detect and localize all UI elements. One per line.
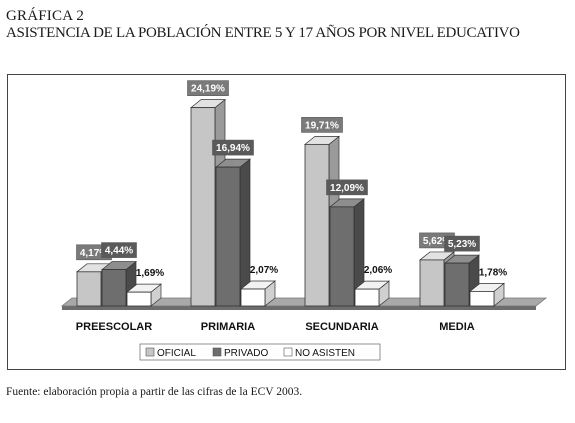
legend-label-no-asisten: NO ASISTEN	[295, 348, 355, 359]
bar-no-asisten-media: 1,78%	[469, 267, 507, 307]
data-label-box	[101, 242, 137, 258]
data-label: 16,94%	[216, 143, 250, 154]
data-label: 5,23%	[448, 239, 476, 250]
bar-no-asisten-secundaria: 2,06%	[354, 265, 392, 307]
bar-front	[444, 262, 470, 307]
legend-swatch-oficial	[145, 347, 155, 357]
category-label-primaria: PRIMARIA	[201, 321, 255, 333]
data-label: 24,19%	[191, 84, 225, 95]
data-label: 5,62%	[423, 236, 451, 247]
legend: OFICIAL PRIVADO NO ASISTEN	[139, 343, 381, 361]
legend-label-oficial: OFICIAL	[157, 348, 196, 359]
bar-front	[101, 269, 127, 307]
figure-label: GRÁFICA 2	[6, 8, 85, 24]
chart-floor-edge	[62, 306, 536, 310]
data-label-box	[301, 117, 343, 133]
data-label-box	[326, 179, 368, 196]
legend-swatch-no-asisten	[283, 347, 293, 357]
bar-no-asisten-primaria: 2,07%	[240, 265, 278, 307]
bar-privado-secundaria: 12,09%	[326, 179, 368, 307]
bar-front	[469, 291, 495, 307]
data-label-box	[444, 235, 480, 252]
data-label: 1,69%	[136, 268, 164, 279]
data-label: 12,09%	[330, 183, 364, 194]
bar-front	[419, 259, 445, 307]
bar-front	[240, 288, 266, 307]
bar-no-asisten-preescolar: 1,69%	[126, 268, 164, 307]
bar-front	[304, 143, 330, 307]
source-note: Fuente: elaboración propia a partir de l…	[6, 386, 303, 398]
data-label: 19,71%	[305, 120, 339, 131]
category-label-preescolar: PREESCOLAR	[76, 321, 152, 333]
bar-front	[126, 291, 152, 307]
chart-heading: GRÁFICA 2 ASISTENCIA DE LA POBLACIÓN ENT…	[6, 8, 520, 42]
figure-title: ASISTENCIA DE LA POBLACIÓN ENTRE 5 Y 17 …	[6, 25, 520, 41]
category-label-secundaria: SECUNDARIA	[305, 321, 378, 333]
bar-privado-primaria: 16,94%	[212, 139, 254, 307]
bar-front	[354, 288, 380, 307]
bar-front	[76, 271, 102, 307]
legend-label-privado: PRIVADO	[224, 348, 268, 359]
bar-front	[215, 166, 241, 307]
data-label: 2,06%	[364, 265, 392, 276]
legend-box	[139, 343, 381, 361]
legend-swatch-privado	[212, 347, 222, 357]
data-label: 4,17%	[80, 248, 108, 259]
chart-frame	[7, 74, 566, 370]
bar-front	[329, 206, 355, 307]
data-label-box	[187, 80, 229, 96]
data-label-box	[212, 139, 254, 156]
bar-front	[190, 107, 216, 307]
data-label: 4,44%	[105, 246, 133, 257]
data-label: 2,07%	[250, 265, 278, 276]
category-label-media: MEDIA	[439, 321, 475, 333]
data-label: 1,78%	[479, 267, 507, 278]
